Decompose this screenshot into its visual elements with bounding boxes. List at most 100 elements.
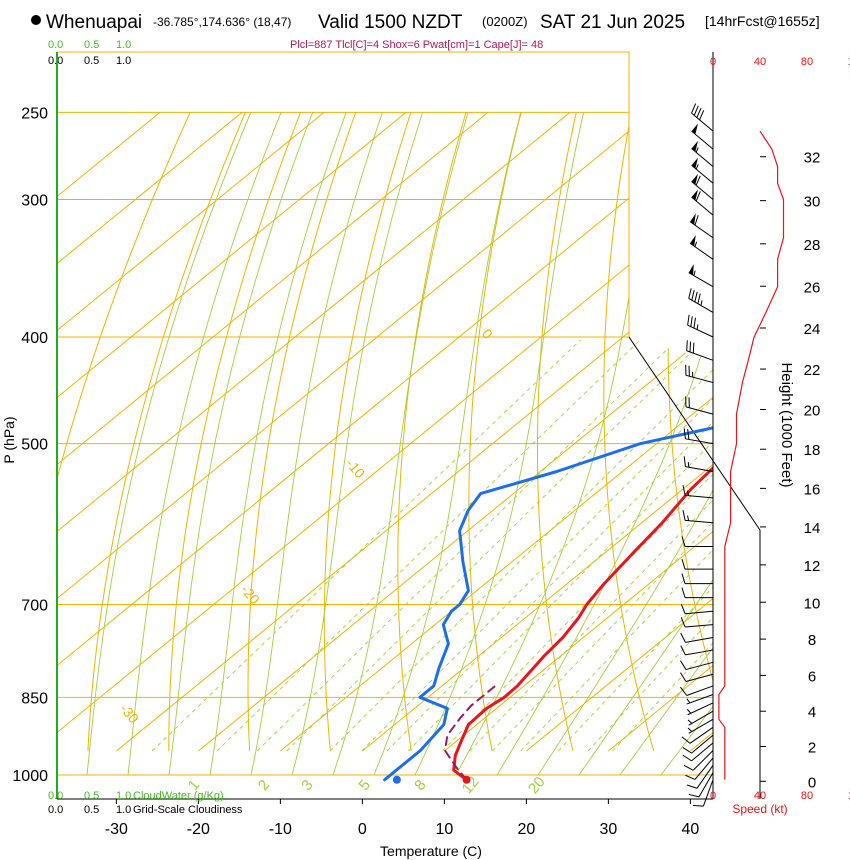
wind-barb-pennant <box>691 140 698 152</box>
height-tick-label: 18 <box>804 442 821 459</box>
bottom-cloudiness-scale-label: 1.0 <box>116 804 131 816</box>
height-tick-label: 2 <box>808 739 816 756</box>
height-tick-label: 16 <box>804 481 821 498</box>
wind-barb-staff <box>702 779 714 807</box>
wind-barb <box>681 726 714 744</box>
forecast-label: [14hrFcst@1655z] <box>705 13 820 29</box>
wind-barb-feather <box>691 103 697 114</box>
height-tick-label: 30 <box>804 194 821 211</box>
wind-barb-feather <box>694 215 699 226</box>
height-tick-label: 10 <box>804 595 821 612</box>
mixing-ratio-line <box>407 441 713 752</box>
wind-barb-feather <box>687 314 690 326</box>
isotherm-line <box>690 731 713 752</box>
mixing-ratio-line <box>492 521 713 752</box>
top-scale: 0.0 0.0 0.5 0.5 1.0 1.0 <box>48 39 131 67</box>
mixing-ratio-line <box>151 339 582 752</box>
dewpoint-line <box>383 426 713 782</box>
wind-barb-feather <box>688 288 692 299</box>
dry-adiabat-label: 0 <box>479 326 496 342</box>
speed-axis-label: Speed (kt) <box>732 802 787 816</box>
wind-barb <box>692 779 714 807</box>
mixing-ratio-label: 8 <box>411 777 429 794</box>
wind-barb-feather <box>682 754 692 762</box>
moist-adiabat-line <box>332 112 469 776</box>
grid-lines <box>57 111 713 776</box>
wind-barb-staff <box>685 636 714 643</box>
wind-barb <box>681 587 713 599</box>
pressure-tick-label: 850 <box>21 690 48 707</box>
wind-barb <box>683 750 714 771</box>
wind-barb-feather <box>680 660 687 670</box>
wind-barb <box>689 235 714 260</box>
wind-barb-pennant <box>691 123 698 135</box>
wind-barb-half-feather <box>686 709 692 714</box>
mixing-ratio-label: 20 <box>525 773 549 797</box>
wind-barb <box>680 672 714 683</box>
wind-barb-half-feather <box>687 462 690 468</box>
wind-barb <box>682 485 714 499</box>
surface-dewpoint-marker <box>392 775 401 784</box>
wind-barb <box>691 157 714 184</box>
height-tick-label: 14 <box>804 520 821 537</box>
wind-barb-staff <box>696 765 714 789</box>
isotherm-line <box>444 530 713 752</box>
wind-barb <box>687 710 714 726</box>
wind-barb <box>691 173 714 200</box>
wind-barb <box>689 213 714 239</box>
wind-barb <box>686 702 714 716</box>
height-tick-label: 28 <box>804 237 821 254</box>
wind-barb-feather <box>681 536 686 547</box>
wind-barb <box>680 685 714 696</box>
temp-tick-label: 20 <box>517 821 535 838</box>
wind-barb-staff <box>691 742 714 762</box>
pressure-tick-label: 300 <box>21 193 48 210</box>
wind-barb-feather <box>680 603 686 614</box>
isotherm-line <box>57 111 243 265</box>
moist-adiabat-line <box>209 112 347 776</box>
wind-barb-staff <box>685 519 714 524</box>
speed-top-tick-label: 80 <box>801 56 813 68</box>
height-tick-label: 22 <box>804 362 821 379</box>
speed-bottom-tick-label: 80 <box>801 790 813 802</box>
wind-barb-half-feather <box>700 300 703 306</box>
wind-barb <box>681 558 713 570</box>
wind-barb <box>691 123 714 150</box>
wind-barb-half-feather <box>694 241 698 247</box>
wind-barb <box>683 456 714 473</box>
mixing-ratio-line <box>361 398 713 752</box>
indices-line: Plcl=887 Tlcl[C]=4 Shox=6 Pwat[cm]=1 Cap… <box>290 39 543 51</box>
top-cloudiness-scale-label: 0.0 <box>48 55 63 67</box>
wind-barb-staff <box>687 702 714 716</box>
wind-barb-feather <box>682 746 692 754</box>
height-tick-label: 20 <box>804 402 821 419</box>
temp-tick-label: 40 <box>681 821 699 838</box>
valid-utc: (0200Z) <box>482 14 528 29</box>
wind-barb <box>691 189 714 216</box>
wind-barb-staff <box>685 494 714 499</box>
wind-barb-feather <box>680 672 687 682</box>
wind-barb-feather <box>683 456 686 467</box>
wind-barb-feather <box>690 316 693 327</box>
wind-barb-feather <box>681 573 686 584</box>
wind-barb-staff <box>687 324 714 338</box>
wind-barb-staff <box>688 718 714 734</box>
height-tick-label: 24 <box>804 321 821 338</box>
wind-barb-feather <box>680 686 688 696</box>
wind-barb-feather <box>697 293 701 304</box>
moist-adiabat-line <box>291 112 424 776</box>
speed-bottom-tick-label: 40 <box>754 790 766 802</box>
profiles <box>383 426 713 784</box>
wind-barb <box>680 660 714 671</box>
cloud-water-label: CloudWater (g/Kg) <box>133 790 224 802</box>
dry-adiabat-label: -20 <box>238 582 263 608</box>
wind-barb-feather <box>693 105 699 116</box>
wind-barb-staff <box>686 350 714 361</box>
top-cloud-scale-label: 0.5 <box>84 39 99 51</box>
moist-adiabat-line <box>660 705 713 776</box>
wind-barb-half-feather <box>696 324 699 330</box>
top-cloud-scale-label: 1.0 <box>116 39 131 51</box>
